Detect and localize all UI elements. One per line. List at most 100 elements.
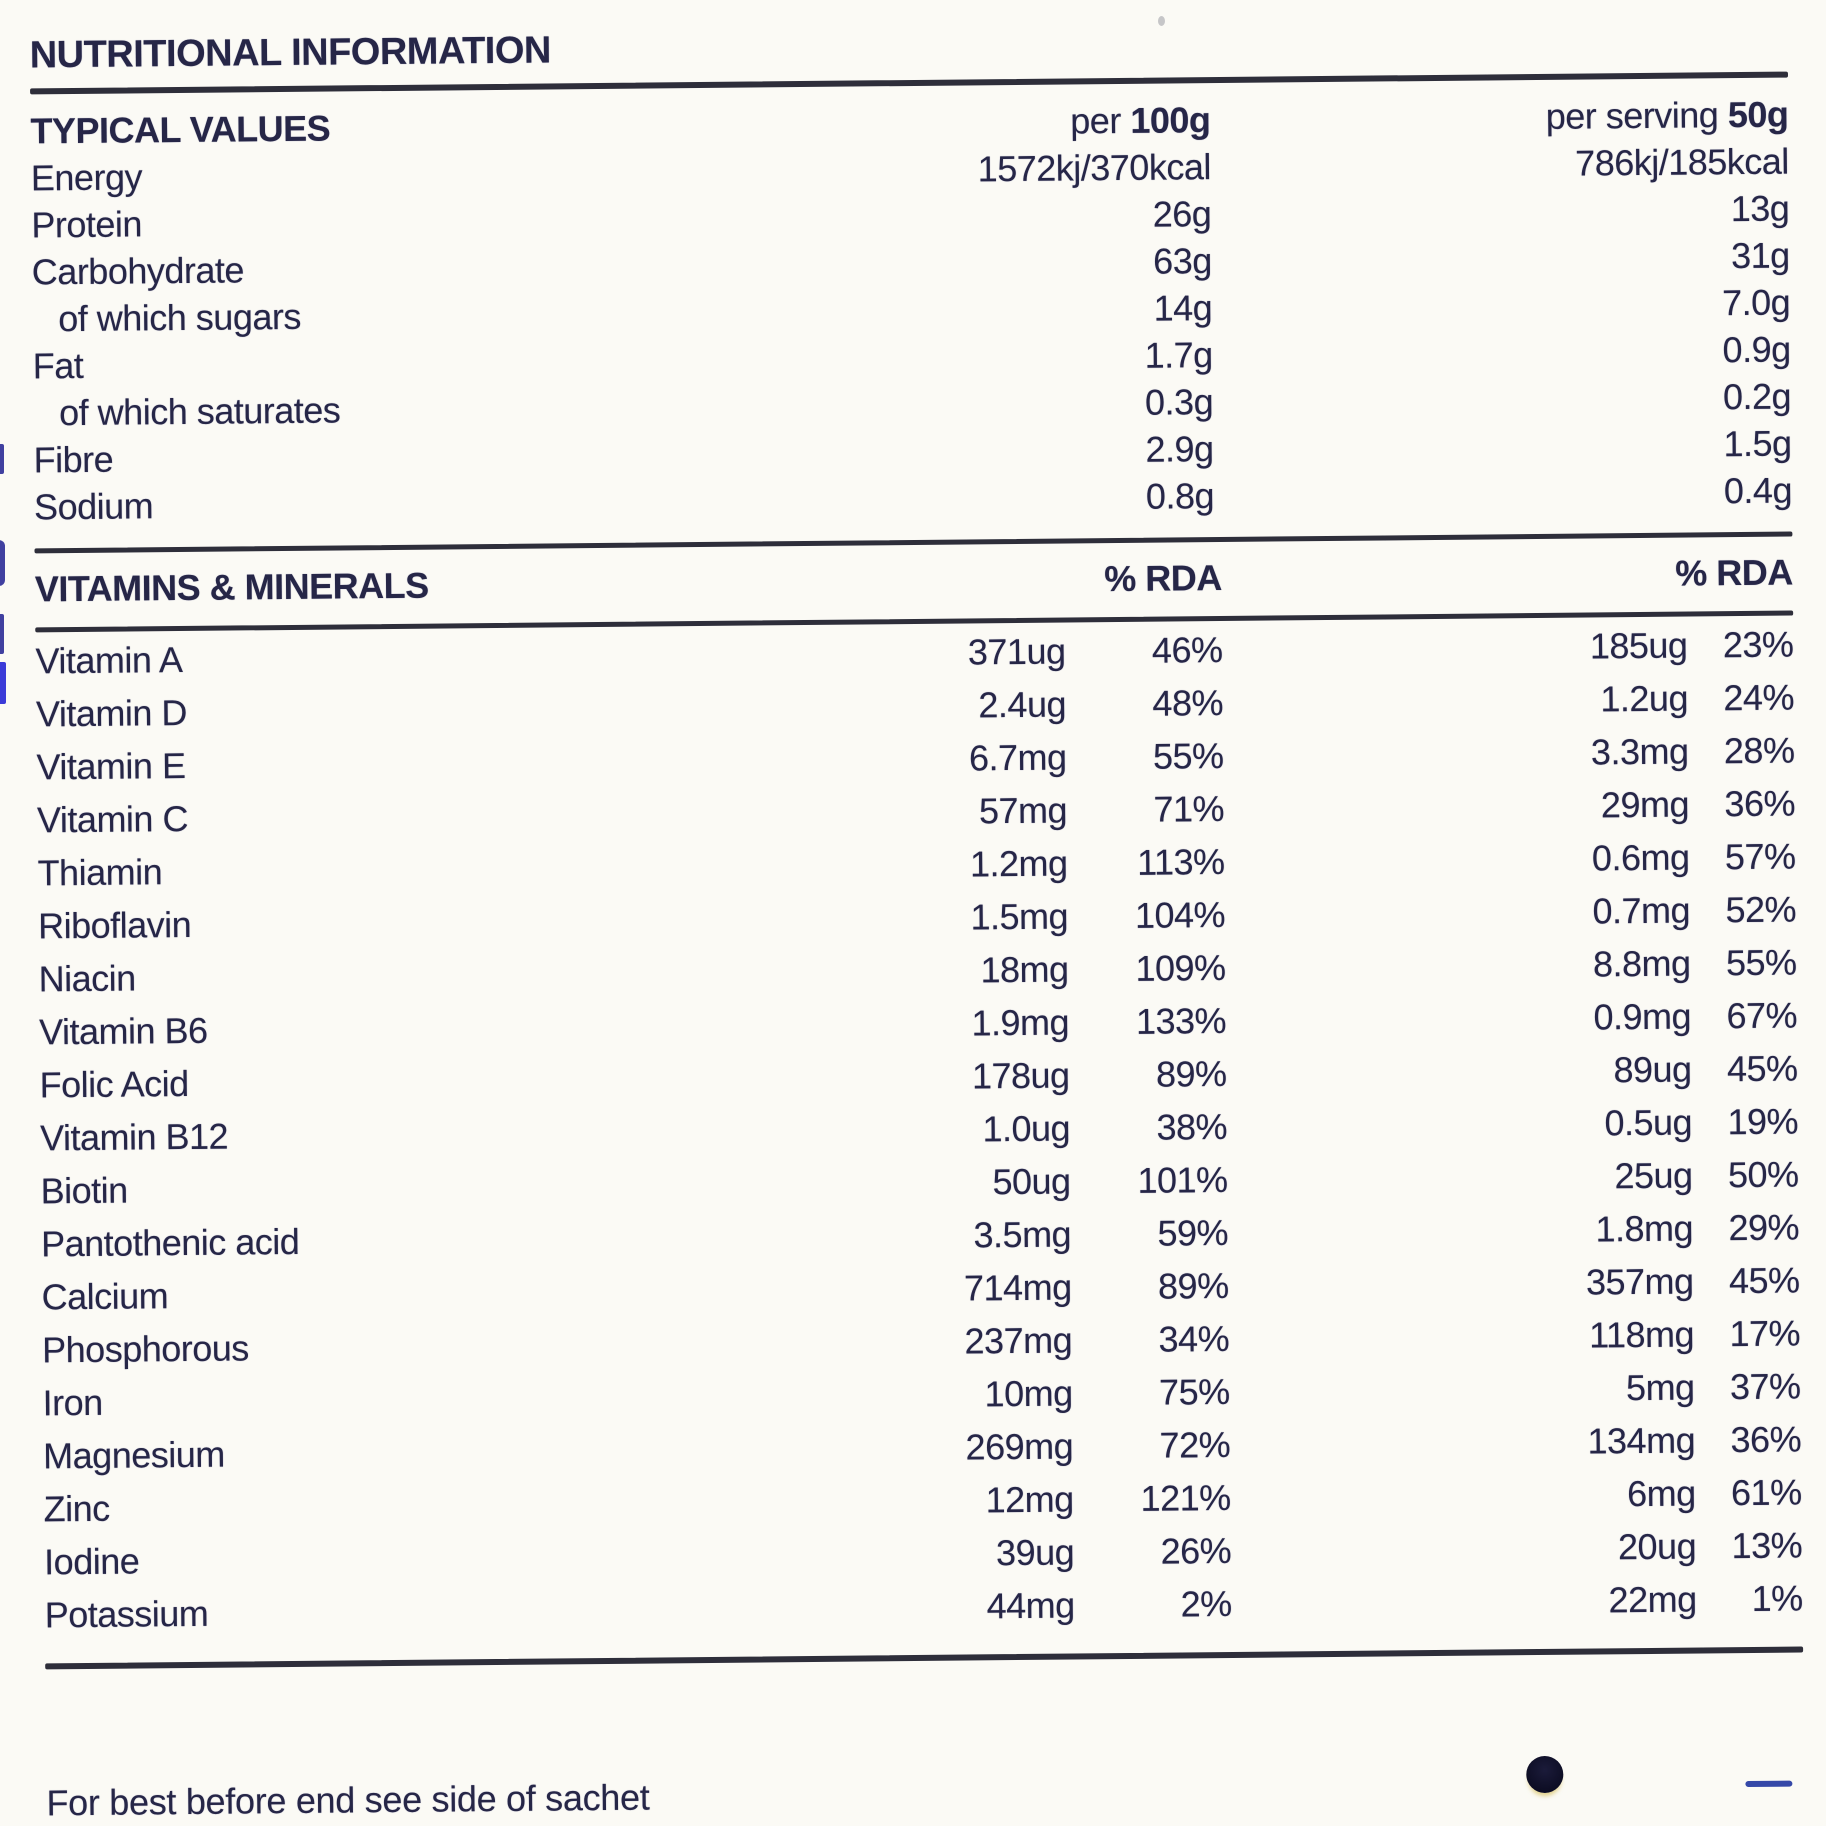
rda-percent-per-serving: 45% (1726, 1047, 1798, 1089)
nutrient-name: Sodium (33, 484, 154, 527)
vitamin-name: Folic Acid (39, 1062, 189, 1105)
nutrient-name: Carbohydrate (31, 248, 245, 292)
vitamin-name: Vitamin E (36, 744, 186, 787)
print-dot-artifact (1526, 1755, 1564, 1794)
vitamin-name: Riboflavin (37, 903, 192, 946)
per-100g-value: 2.9g (1145, 427, 1214, 470)
rda-percent-per-serving: 17% (1729, 1312, 1801, 1354)
amount-per-100g: 178ug (971, 1054, 1070, 1096)
page-title: NUTRITIONAL INFORMATION (29, 29, 552, 77)
amount-per-100g: 714mg (963, 1265, 1072, 1309)
rda-percent-per-serving: 61% (1730, 1470, 1802, 1513)
vitamin-name: Iodine (43, 1539, 140, 1582)
vitamin-name: Magnesium (42, 1433, 225, 1476)
per-serving-amount: 50g (1727, 93, 1789, 136)
rda-percent-per-100g: 46% (1151, 628, 1223, 671)
rda-percent-per-100g: 109% (1135, 946, 1226, 989)
amount-per-100g: 12mg (985, 1477, 1074, 1520)
amount-per-serving: 29mg (1600, 783, 1690, 825)
amount-per-100g: 44mg (986, 1583, 1075, 1626)
rda-percent-per-100g: 2% (1180, 1582, 1232, 1624)
per-100g-column-header: per 100g (744, 99, 1210, 145)
rda-percent-per-serving: 36% (1724, 782, 1796, 824)
per-100g-amount: 100g (1130, 99, 1211, 141)
per-100g-prefix: per (1070, 99, 1131, 142)
typical-values-heading: TYPICAL VALUES (30, 107, 331, 152)
amount-per-serving: 8.8mg (1592, 942, 1691, 984)
vitamin-name: Vitamin B12 (39, 1115, 229, 1158)
rda-percent-per-100g: 38% (1156, 1105, 1228, 1148)
vitamin-name: Potassium (44, 1592, 209, 1635)
amount-per-serving: 0.5ug (1604, 1101, 1693, 1143)
rda-percent-per-100g: 89% (1157, 1264, 1229, 1307)
edge-print-fragment (0, 444, 4, 474)
vitamin-name: Pantothenic acid (40, 1220, 300, 1264)
per-100g-value: 26g (1152, 192, 1212, 235)
vitamin-name: Vitamin C (36, 797, 189, 840)
rda-percent-per-serving: 29% (1728, 1206, 1800, 1248)
per-serving-value: 786kj/185kcal (1574, 140, 1790, 184)
per-serving-value: 1.5g (1723, 422, 1792, 464)
edge-print-fragment (0, 540, 5, 586)
amount-per-100g: 57mg (978, 789, 1068, 831)
amount-per-serving: 357mg (1585, 1260, 1694, 1303)
rda-percent-per-100g: 121% (1140, 1476, 1231, 1519)
vitamin-name: Thiamin (37, 850, 163, 893)
amount-per-100g: 2.4ug (978, 683, 1067, 725)
rda-percent-per-serving: 23% (1722, 623, 1794, 665)
rda-percent-per-100g: 75% (1158, 1370, 1230, 1413)
rda-percent-per-100g: 26% (1160, 1529, 1232, 1572)
amount-per-serving: 0.9mg (1593, 995, 1692, 1037)
per-serving-value: 31g (1730, 234, 1790, 276)
per-100g-value: 1572kj/370kcal (977, 145, 1212, 189)
amount-per-serving: 118mg (1588, 1313, 1695, 1356)
nutrient-name: Protein (31, 202, 143, 245)
vitamin-name: Zinc (43, 1487, 110, 1529)
amount-per-serving: 0.7mg (1592, 889, 1691, 931)
vitamins-minerals-table: Vitamin A 371ug 46% 185ug 23% Vitamin D 2.4ug 4… (35, 618, 1803, 1642)
amount-per-100g: 1.9mg (971, 1001, 1070, 1043)
print-dash-artifact (1745, 1780, 1793, 1788)
amount-per-serving: 5mg (1625, 1366, 1695, 1408)
per-100g-value: 14g (1153, 286, 1213, 329)
vitamin-name: Vitamin D (35, 691, 188, 734)
per-100g-value: 1.7g (1144, 333, 1213, 376)
amount-per-100g: 6.7mg (968, 736, 1067, 778)
rda-per-serving-header: % RDA (1675, 551, 1793, 594)
per-serving-value: 0.2g (1722, 375, 1792, 417)
amount-per-serving: 89ug (1613, 1048, 1692, 1090)
rda-percent-per-100g: 133% (1135, 999, 1227, 1042)
rda-percent-per-100g: 113% (1136, 840, 1225, 883)
amount-per-serving: 25ug (1614, 1154, 1693, 1196)
rda-percent-per-serving: 55% (1725, 941, 1797, 983)
rda-percent-per-serving: 36% (1730, 1418, 1802, 1460)
amount-per-100g: 50ug (992, 1160, 1071, 1202)
amount-per-serving: 185ug (1589, 624, 1688, 666)
rda-percent-per-100g: 48% (1152, 681, 1224, 724)
amount-per-100g: 1.2mg (969, 842, 1068, 884)
amount-per-serving: 6mg (1626, 1472, 1696, 1514)
rda-percent-per-100g: 89% (1155, 1052, 1227, 1095)
amount-per-100g: 1.5mg (970, 895, 1069, 937)
amount-per-100g: 10mg (984, 1371, 1073, 1414)
table-bottom-divider (45, 1646, 1804, 1670)
rda-percent-per-serving: 52% (1725, 888, 1797, 930)
rda-percent-per-100g: 55% (1152, 734, 1224, 777)
rda-percent-per-serving: 13% (1731, 1523, 1803, 1566)
amount-per-serving: 22mg (1608, 1578, 1697, 1620)
rda-percent-per-100g: 59% (1157, 1211, 1229, 1254)
amount-per-serving: 134mg (1587, 1419, 1696, 1462)
per-100g-value: 0.3g (1144, 380, 1214, 423)
vitamin-name: Vitamin A (35, 638, 183, 681)
amount-per-serving: 3.3mg (1590, 730, 1689, 772)
nutrient-name: of which sugars (58, 295, 302, 339)
rda-percent-per-serving: 19% (1727, 1100, 1799, 1142)
amount-per-100g: 18mg (980, 948, 1069, 990)
rda-percent-per-serving: 45% (1728, 1259, 1800, 1301)
rda-percent-per-serving: 24% (1723, 676, 1795, 718)
edge-print-fragment (0, 662, 6, 704)
amount-per-100g: 371ug (967, 630, 1066, 672)
nutrient-name: of which saturates (58, 388, 341, 433)
rda-percent-per-100g: 104% (1134, 893, 1226, 936)
